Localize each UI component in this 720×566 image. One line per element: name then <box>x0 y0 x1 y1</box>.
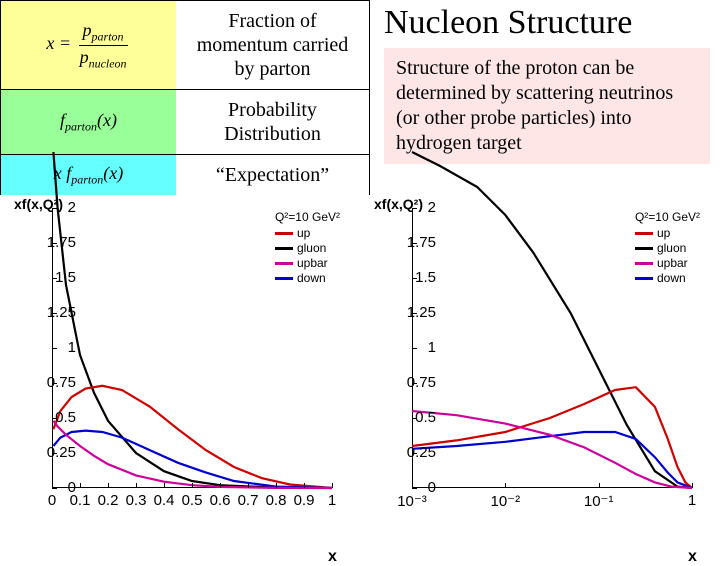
x-tick-label: 1 <box>688 492 696 509</box>
legend-label: gluon <box>297 241 326 255</box>
legend-item-up: up <box>275 226 340 240</box>
y-tick-mark <box>412 383 417 384</box>
x-tick-label: 0.9 <box>294 492 315 509</box>
legend-title: Q²=10 GeV² <box>635 210 700 224</box>
legend-title: Q²=10 GeV² <box>275 210 340 224</box>
chart-legend: Q²=10 GeV² upgluonupbardown <box>635 210 700 286</box>
x-tick-mark <box>80 483 81 488</box>
x-tick-mark <box>192 483 193 488</box>
x-tick-mark <box>248 483 249 488</box>
y-tick-mark <box>52 383 57 384</box>
x-tick-label: 10⁻² <box>491 492 521 510</box>
legend-item-gluon: gluon <box>635 241 700 255</box>
legend-swatch <box>275 232 293 235</box>
legend-label: up <box>657 226 670 240</box>
legend-swatch <box>635 232 653 235</box>
x-tick-mark <box>276 483 277 488</box>
page-title: Nucleon Structure <box>384 4 710 42</box>
x-tick-mark <box>692 483 693 488</box>
legend-item-down: down <box>635 271 700 285</box>
curve-gluon <box>53 152 332 488</box>
legend-swatch <box>275 247 293 250</box>
legend-item-up: up <box>635 226 700 240</box>
x-tick-mark <box>220 483 221 488</box>
x-axis-label: x <box>688 548 720 566</box>
legend-item-upbar: upbar <box>635 256 700 270</box>
x-tick-label: 0.4 <box>154 492 175 509</box>
x-tick-mark <box>136 483 137 488</box>
legend-label: down <box>297 271 326 285</box>
y-tick-mark <box>412 348 417 349</box>
legend-swatch <box>275 262 293 265</box>
legend-label: upbar <box>297 256 328 270</box>
y-tick-mark <box>52 348 57 349</box>
curve-upbar <box>412 411 692 488</box>
y-tick-mark <box>52 278 57 279</box>
formula-f-parton: fparton(x) <box>1 90 176 154</box>
x-tick-label: 0.1 <box>70 492 91 509</box>
pdf-chart-log: xf(x,Q²) Q²=10 GeV² upgluonupbardown x 0… <box>360 200 720 540</box>
x-tick-label: 0.2 <box>98 492 119 509</box>
x-tick-mark <box>599 483 600 488</box>
legend-swatch <box>635 277 653 280</box>
y-tick-mark <box>52 488 57 489</box>
y-tick-mark <box>412 453 417 454</box>
legend-item-gluon: gluon <box>275 241 340 255</box>
x-tick-label: 0 <box>48 492 56 509</box>
curve-gluon <box>412 152 692 488</box>
curve-up <box>53 386 332 488</box>
x-tick-mark <box>304 483 305 488</box>
x-tick-label: 0.8 <box>266 492 287 509</box>
formula-x-definition: x = pparton pnucleon <box>1 1 176 89</box>
description-box: Structure of the proton can be determine… <box>384 48 710 164</box>
y-tick-mark <box>412 208 417 209</box>
x-tick-label: 10⁻¹ <box>584 492 614 510</box>
x-tick-mark <box>505 483 506 488</box>
y-tick-mark <box>52 453 57 454</box>
x-axis-label: x <box>328 548 368 566</box>
y-tick-mark <box>52 418 57 419</box>
legend-swatch <box>635 262 653 265</box>
y-tick-mark <box>412 278 417 279</box>
legend-swatch <box>635 247 653 250</box>
y-tick-mark <box>52 208 57 209</box>
y-tick-mark <box>412 488 417 489</box>
legend-item-upbar: upbar <box>275 256 340 270</box>
x-tick-label: 1 <box>328 492 336 509</box>
y-tick-mark <box>412 313 417 314</box>
label-probability: Probability Distribution <box>176 90 369 154</box>
x-tick-mark <box>52 483 53 488</box>
legend-label: down <box>657 271 686 285</box>
x-tick-mark <box>332 483 333 488</box>
y-tick-mark <box>412 418 417 419</box>
x-tick-label: 0.6 <box>210 492 231 509</box>
label-expectation: “Expectation” <box>176 155 369 195</box>
formula-expectation: x fparton(x) <box>1 155 176 195</box>
legend-label: gluon <box>657 241 686 255</box>
x-tick-label: 0.5 <box>182 492 203 509</box>
table-row: fparton(x) Probability Distribution <box>1 90 369 155</box>
label-momentum-fraction: Fraction of momentum carried by parton <box>176 1 369 89</box>
x-tick-label: 10⁻³ <box>397 492 427 510</box>
pdf-chart-linear: xf(x,Q²) Q²=10 GeV² upgluonupbardown x 0… <box>0 200 360 540</box>
legend-label: up <box>297 226 310 240</box>
x-tick-mark <box>108 483 109 488</box>
x-tick-mark <box>164 483 165 488</box>
legend-item-down: down <box>275 271 340 285</box>
table-row: x = pparton pnucleon Fraction of momentu… <box>1 1 369 90</box>
legend-swatch <box>275 277 293 280</box>
legend-label: upbar <box>657 256 688 270</box>
y-tick-mark <box>52 313 57 314</box>
chart-legend: Q²=10 GeV² upgluonupbardown <box>275 210 340 286</box>
x-tick-label: 0.7 <box>238 492 259 509</box>
y-tick-mark <box>412 243 417 244</box>
curve-up <box>412 387 692 488</box>
y-tick-mark <box>52 243 57 244</box>
x-tick-label: 0.3 <box>126 492 147 509</box>
x-tick-mark <box>412 483 413 488</box>
